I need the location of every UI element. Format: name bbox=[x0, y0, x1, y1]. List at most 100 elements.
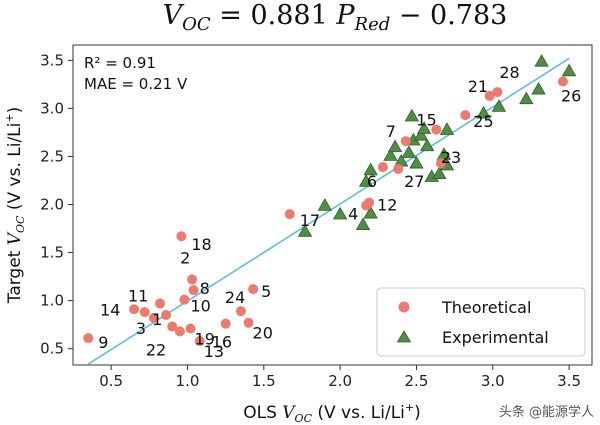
x-tick-label: 2.0 bbox=[328, 372, 352, 390]
y-tick-label: 3.0 bbox=[40, 99, 64, 117]
point-label: 5 bbox=[261, 282, 271, 301]
point-label: 19 bbox=[195, 329, 215, 348]
x-tick-label: 3.5 bbox=[557, 372, 581, 390]
theoretical-point bbox=[129, 304, 140, 315]
experimental-point bbox=[519, 91, 534, 105]
chart-title: VOC = 0.881 PRed − 0.783 bbox=[163, 0, 508, 35]
point-label: 9 bbox=[98, 333, 108, 352]
experimental-point bbox=[531, 81, 546, 95]
theoretical-point bbox=[139, 307, 150, 318]
point-label: 1 bbox=[152, 310, 162, 329]
experimental-point bbox=[363, 205, 378, 219]
theoretical-point bbox=[393, 163, 404, 174]
theoretical-point bbox=[460, 110, 471, 121]
experimental-point bbox=[432, 166, 447, 180]
x-tick-label: 0.5 bbox=[99, 372, 123, 390]
experimental-point bbox=[404, 108, 420, 122]
theoretical-point bbox=[484, 90, 495, 101]
experimental-point bbox=[409, 155, 424, 169]
axis-ticks: 0.5 1.0 1.5 2.0 2.5 3.0 3.5 0.5 1.0 1.5 2.0 2.5 3.0 3… bbox=[40, 51, 581, 390]
x-tick-label: 1.5 bbox=[252, 372, 276, 390]
experimental-point bbox=[358, 174, 374, 187]
experimental-point bbox=[383, 148, 398, 161]
experimental-series bbox=[297, 54, 577, 237]
theoretical-point bbox=[235, 306, 246, 317]
theoretical-point bbox=[220, 318, 231, 329]
experimental-point bbox=[561, 63, 577, 77]
theoretical-point bbox=[243, 317, 254, 328]
experimental-point bbox=[355, 217, 371, 230]
point-label: 26 bbox=[561, 87, 581, 106]
point-label: 27 bbox=[404, 172, 424, 191]
point-label: 13 bbox=[204, 342, 224, 361]
theoretical-point bbox=[176, 231, 187, 242]
point-label: 21 bbox=[468, 77, 488, 96]
legend-theoretical-label: Theoretical bbox=[441, 298, 531, 317]
point-label: 11 bbox=[128, 286, 148, 305]
point-label: 12 bbox=[377, 196, 397, 215]
legend-experimental-marker bbox=[396, 330, 412, 343]
theoretical-point bbox=[435, 158, 446, 169]
theoretical-point bbox=[188, 285, 199, 296]
experimental-point bbox=[297, 224, 313, 237]
theoretical-point bbox=[557, 76, 568, 87]
point-label: 7 bbox=[386, 122, 396, 141]
y-tick-label: 1.5 bbox=[40, 244, 64, 262]
theoretical-point bbox=[194, 335, 205, 346]
point-label: 24 bbox=[225, 288, 245, 307]
experimental-point bbox=[419, 138, 435, 152]
experimental-point bbox=[413, 128, 429, 141]
legend-experimental-label: Experimental bbox=[442, 328, 549, 347]
y-tick-label: 2.0 bbox=[40, 196, 64, 214]
theoretical-point bbox=[155, 298, 166, 309]
point-label: 6 bbox=[367, 172, 377, 191]
r-squared-label: R² = 0.91 bbox=[84, 54, 156, 72]
theoretical-point bbox=[148, 312, 159, 323]
theoretical-point bbox=[187, 274, 198, 285]
point-label: 3 bbox=[136, 319, 146, 338]
point-label: 2 bbox=[180, 248, 190, 267]
experimental-point bbox=[439, 122, 455, 135]
theoretical-point bbox=[161, 310, 172, 321]
x-axis-label: OLS VOC (V vs. Li/Li+) bbox=[243, 401, 421, 425]
point-label: 18 bbox=[191, 235, 211, 254]
legend: Theoretical Experimental bbox=[376, 287, 586, 357]
theoretical-point bbox=[174, 326, 185, 337]
point-label: 28 bbox=[499, 63, 519, 82]
theoretical-point bbox=[492, 87, 503, 98]
point-label: 20 bbox=[253, 324, 273, 343]
point-label: 22 bbox=[146, 340, 166, 359]
x-tick-label: 1.0 bbox=[176, 372, 200, 390]
theoretical-point bbox=[179, 294, 190, 305]
theoretical-point bbox=[284, 209, 295, 220]
y-tick-label: 1.0 bbox=[40, 292, 64, 310]
y-axis-label: Target VOC (V vs. Li/Li+) bbox=[3, 107, 27, 305]
point-label: 16 bbox=[212, 333, 232, 352]
experimental-point bbox=[491, 99, 507, 112]
point-label: 10 bbox=[190, 297, 210, 316]
theoretical-point bbox=[400, 136, 411, 147]
theoretical-point bbox=[185, 323, 196, 334]
theoretical-point bbox=[364, 197, 375, 208]
experimental-point bbox=[534, 54, 549, 67]
point-label: 14 bbox=[100, 300, 120, 319]
point-label: 17 bbox=[300, 211, 320, 230]
experimental-point bbox=[363, 162, 378, 176]
theoretical-point bbox=[83, 333, 94, 344]
y-tick-label: 3.5 bbox=[40, 51, 64, 69]
x-tick-label: 2.5 bbox=[405, 372, 429, 390]
point-label: 4 bbox=[348, 204, 358, 223]
experimental-point bbox=[317, 198, 333, 211]
experimental-point bbox=[401, 145, 417, 158]
experimental-point bbox=[416, 121, 432, 134]
point-label: 23 bbox=[441, 148, 461, 167]
point-label: 8 bbox=[200, 279, 210, 298]
theoretical-point bbox=[377, 162, 388, 173]
experimental-point bbox=[476, 105, 491, 119]
theoretical-series bbox=[83, 76, 568, 346]
x-tick-label: 3.0 bbox=[481, 372, 505, 390]
point-label: 15 bbox=[416, 111, 436, 130]
theoretical-point bbox=[167, 321, 178, 332]
